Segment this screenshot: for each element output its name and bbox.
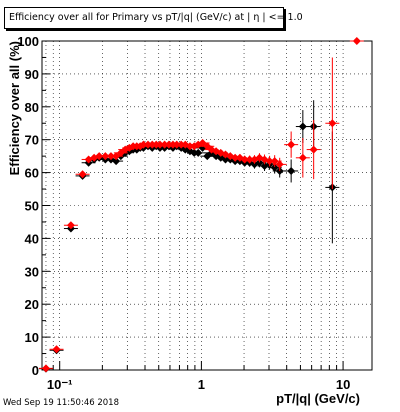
y-tick-label: 10 — [25, 330, 39, 345]
data-point — [275, 160, 284, 169]
y-tick-label: 0 — [32, 363, 39, 378]
grid — [42, 41, 372, 370]
series-0 — [38, 100, 340, 373]
data-point — [194, 148, 203, 157]
y-tick-label: 20 — [25, 297, 39, 312]
chart-title: Efficiency over all for Primary vs pT/|q… — [9, 12, 303, 23]
data-point — [270, 157, 279, 166]
data-point — [112, 157, 121, 166]
y-tick-label: 50 — [25, 199, 39, 214]
data-point — [287, 140, 296, 149]
x-tick-label: 1 — [198, 377, 205, 392]
x-tick-label: 10⁻¹ — [47, 377, 73, 392]
data-point — [41, 364, 50, 373]
x-axis-label: pT/|q| (GeV/c) — [276, 391, 360, 406]
data-point — [287, 166, 296, 175]
data-point — [66, 221, 75, 230]
data-marks — [38, 37, 364, 373]
tick-labels: 0 10 20 30 40 50 60 70 80 90 100 10⁻¹ 1 10 — [17, 34, 350, 392]
data-point — [270, 163, 279, 172]
series-1 — [38, 37, 364, 373]
data-point — [255, 158, 264, 167]
y-tick-label: 90 — [25, 67, 39, 82]
timestamp: Wed Sep 19 11:50:46 2018 — [3, 398, 119, 408]
data-point — [298, 122, 307, 131]
title-box: Efficiency over all for Primary vs pT/|q… — [4, 7, 303, 29]
x-tick-label: 10 — [336, 377, 350, 392]
y-tick-label: 100 — [17, 34, 39, 49]
data-point — [78, 170, 87, 179]
data-point — [298, 153, 307, 162]
axis-ticks — [42, 40, 344, 371]
y-tick-label: 30 — [25, 264, 39, 279]
data-point — [328, 119, 337, 128]
data-point — [52, 345, 61, 354]
y-tick-label: 40 — [25, 231, 39, 246]
y-tick-label: 60 — [25, 166, 39, 181]
y-tick-label: 80 — [25, 100, 39, 115]
data-point — [112, 152, 121, 161]
y-tick-label: 70 — [25, 133, 39, 148]
y-axis-label: Efficiency over all (%) — [7, 41, 22, 175]
data-point — [352, 37, 361, 45]
data-point — [309, 145, 318, 154]
